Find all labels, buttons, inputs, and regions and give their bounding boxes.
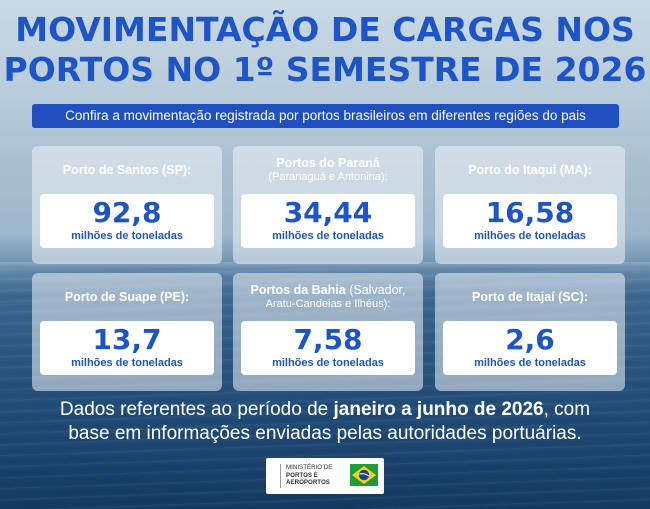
ministry-logo: MINISTÉRIO DE PORTOS E AEROPORTOS bbox=[266, 458, 384, 494]
port-name: Portos da Bahia (Salvador, bbox=[251, 283, 406, 298]
card-header: Portos da Bahia (Salvador, Aratu-Candeia… bbox=[233, 273, 423, 321]
footer-period: janeiro a junho de 2026 bbox=[333, 399, 544, 420]
cargo-unit: milhões de toneladas bbox=[71, 230, 183, 242]
logo-text: MINISTÉRIO DE PORTOS E AEROPORTOS bbox=[286, 464, 348, 487]
value-box: 34,44 milhões de toneladas bbox=[241, 194, 415, 248]
card-suape: Porto de Suape (PE): 13,7 milhões de ton… bbox=[32, 273, 222, 391]
sea-horizon bbox=[0, 262, 650, 268]
cargo-value: 2,6 bbox=[505, 323, 555, 356]
footer-suffix: , com bbox=[543, 399, 591, 420]
value-box: 92,8 milhões de toneladas bbox=[40, 194, 214, 248]
cargo-value: 92,8 bbox=[92, 196, 162, 229]
title-line-1: MOVIMENTAÇÃO DE CARGAS NOS bbox=[15, 10, 635, 49]
cargo-unit: milhões de toneladas bbox=[272, 357, 384, 369]
card-header: Porto de Suape (PE): bbox=[32, 273, 222, 321]
card-header: Porto do Itaqui (MA): bbox=[435, 146, 625, 194]
card-header: Portos do Paraná (Paranaguá e Antonina): bbox=[233, 146, 423, 194]
brazil-flag-icon bbox=[350, 464, 378, 486]
cargo-unit: milhões de toneladas bbox=[474, 357, 586, 369]
value-box: 7,58 milhões de toneladas bbox=[241, 321, 415, 375]
value-box: 13,7 milhões de toneladas bbox=[40, 321, 214, 375]
cargo-unit: milhões de toneladas bbox=[71, 357, 183, 369]
subtitle-banner: Confira a movimentação registrada por po… bbox=[32, 104, 619, 128]
logo-line-2: PORTOS E bbox=[286, 471, 318, 479]
port-subname: Aratu-Candeias e Ilhéus): bbox=[265, 298, 391, 310]
title-line-2: PORTOS NO 1º SEMESTRE DE 2026 bbox=[3, 50, 647, 89]
footer-prefix: Dados referentes ao período de bbox=[59, 399, 334, 420]
card-header: Porto de Santos (SP): bbox=[32, 146, 222, 194]
logo-line-3: AEROPORTOS bbox=[286, 479, 330, 486]
card-parana: Portos do Paraná (Paranaguá e Antonina):… bbox=[233, 146, 423, 264]
card-header: Porto de Itajaí (SC): bbox=[435, 273, 625, 321]
page-title: MOVIMENTAÇÃO DE CARGAS NOS PORTOS NO 1º … bbox=[0, 10, 650, 90]
port-name: Portos do Paraná bbox=[276, 156, 380, 170]
logo-line-1: MINISTÉRIO DE bbox=[286, 464, 333, 471]
footer-line-1: Dados referentes ao período de janeiro a… bbox=[0, 398, 650, 422]
card-santos: Porto de Santos (SP): 92,8 milhões de to… bbox=[32, 146, 222, 264]
cargo-unit: milhões de toneladas bbox=[474, 230, 586, 242]
logo-divider bbox=[280, 464, 281, 488]
port-name: Porto de Itajaí (SC): bbox=[472, 289, 588, 304]
port-name-sub: (Salvador, bbox=[349, 283, 406, 297]
value-box: 2,6 milhões de toneladas bbox=[443, 321, 617, 375]
value-box: 16,58 milhões de toneladas bbox=[443, 194, 617, 248]
cargo-unit: milhões de toneladas bbox=[272, 230, 384, 242]
cargo-value: 7,58 bbox=[293, 323, 363, 356]
cargo-value: 13,7 bbox=[92, 323, 162, 356]
port-subname: (Paranaguá e Antonina): bbox=[268, 171, 388, 183]
card-itaqui: Porto do Itaqui (MA): 16,58 milhões de t… bbox=[435, 146, 625, 264]
footer-note: Dados referentes ao período de janeiro a… bbox=[0, 398, 650, 446]
port-name: Porto de Suape (PE): bbox=[64, 289, 190, 304]
footer-line-2: base em informações enviadas pelas autor… bbox=[68, 423, 582, 444]
cargo-value: 34,44 bbox=[283, 196, 373, 229]
card-itajai: Porto de Itajaí (SC): 2,6 milhões de ton… bbox=[435, 273, 625, 391]
port-name: Porto de Santos (SP): bbox=[62, 162, 192, 177]
cargo-value: 16,58 bbox=[485, 196, 575, 229]
port-name: Porto do Itaqui (MA): bbox=[468, 162, 592, 177]
card-bahia: Portos da Bahia (Salvador, Aratu-Candeia… bbox=[233, 273, 423, 391]
port-name-main: Portos da Bahia bbox=[250, 283, 346, 297]
